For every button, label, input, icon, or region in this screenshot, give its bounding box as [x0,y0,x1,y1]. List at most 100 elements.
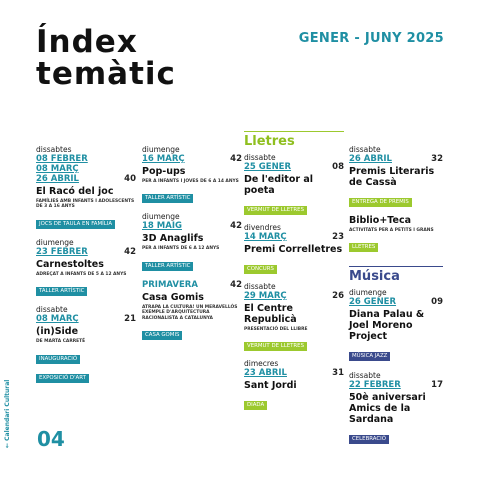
event-date: 29 MARÇ [244,291,287,301]
column-2: diumenge 16 MARÇ 42 Pop-ups PER A INFANT… [142,145,242,341]
event-subtitle: PRESENTACIÓ DEL LLIBRE [244,327,308,332]
event-tag: INAUGURACIÓ [36,354,81,364]
event-tag: DIADA [244,401,268,411]
page-ref: 42 [230,154,242,164]
event-date: 25 GENER [244,162,292,172]
event-date: 08 MARÇ [36,314,79,325]
page-ref: 40 [124,174,136,184]
page-ref: 17 [431,380,443,391]
page-title: Índex temàtic [36,26,176,90]
event-tag: MÚSICA JAZZ [349,352,391,362]
event-subtitle: ACTIVITATS PER A PETITS I GRANS [349,228,434,233]
event-day: diumenge [142,145,180,154]
event-title: 50è aniversari Amics de la Sardana [349,392,426,426]
event-day: dissabte [349,371,381,381]
event-correlletres: divendres 14 MARÇ 23 Premi Correlletres … [244,223,344,274]
event-subtitle: DE MARTA CARRETÉ [36,339,86,345]
event-title: Premi Correlletres [244,244,343,255]
event-subtitle: ADREÇAT A INFANTS DE 5 A 12 ANYS [36,271,127,277]
section-title-lletres: Lletres [244,131,344,149]
page-ref: 42 [230,279,242,290]
event-day: diumenge [349,288,387,298]
event-tag: VERMUT DE LLETRES [244,342,307,352]
event-date: 26 GENER [349,297,397,308]
event-inside: dissabte 08 MARÇ 21 (in)Side DE MARTA CA… [36,305,136,383]
event-subtitle: PER A INFANTS DE 6 A 12 ANYS [142,246,220,252]
column-3: Lletres dissabte 25 GENER 08 De l'editor… [244,131,344,411]
event-title: (in)Side [36,326,79,338]
event-date: 23 FEBRER [36,246,88,257]
page-ref: 09 [431,297,443,308]
event-biblioteca: Biblio+Teca ACTIVITATS PER A PETITS I GR… [349,215,443,253]
event-day: diumenge [142,212,180,222]
page-ref: 23 [332,232,344,242]
page-ref: 42 [230,221,242,232]
event-title: Sant Jordi [244,380,297,392]
side-label: ← Calendari Cultural [4,379,11,448]
event-day: dissabte [244,282,276,291]
page-ref: 08 [332,162,344,172]
event-date: 26 ABRIL [36,174,79,184]
season-label: PRIMAVERA [142,279,198,290]
event-diana-palau: diumenge 26 GENER 09 Diana Palau & Joel … [349,288,443,362]
event-title: El Centre Republicà [244,303,297,325]
event-tag: VERMUT DE LLETRES [244,206,307,215]
event-date: 22 FEBRER [349,380,401,391]
event-date: 23 ABRIL [244,368,287,379]
event-tag: CONCURS [244,265,277,274]
event-editor: dissabte 25 GENER 08 De l'editor al poet… [244,153,344,215]
event-title: Casa Gomis [142,291,204,303]
event-title: El Racó del joc [36,186,114,197]
event-day: dissabte [349,145,381,154]
event-sardana: dissabte 22 FEBRER 17 50è aniversari Ami… [349,371,443,445]
page-ref: 42 [124,246,136,257]
column-1: dissabtes 08 FEBRER 08 MARÇ 26 ABRIL 40 … [36,145,136,383]
event-centre-republica: dissabte 29 MARÇ 26 El Centre Republicà … [244,282,344,352]
event-day: dissabte [244,153,276,162]
event-title: Carnestoltes [36,258,104,270]
event-racodeljoc: dissabtes 08 FEBRER 08 MARÇ 26 ABRIL 40 … [36,145,136,229]
event-date: 14 MARÇ [244,232,287,242]
event-casagomis: PRIMAVERA 42 Casa Gomis ATRAPA LA CULTUR… [142,279,242,341]
event-premis-literaris: dissabte 26 ABRIL 32 Premis Literaris de… [349,145,443,207]
title-line-2: temàtic [36,56,176,92]
event-title: 3D Anaglifs [142,233,204,245]
event-tag: CELEBRACIÓ [349,435,389,445]
event-day: divendres [244,223,281,232]
event-title: Pop-ups [142,166,186,177]
event-day: dissabte [36,305,68,315]
event-tag: TALLER ARTÍSTIC [142,261,194,271]
event-title: De l'editor al poeta [244,174,314,196]
event-title: Diana Palau & Joel Moreno Project [349,309,425,343]
event-tag: CASA GOMIS [142,331,183,341]
event-title: Biblio+Teca [349,215,412,226]
event-tag: JOCS DE TAULA EN FAMÍLIA [36,219,116,229]
event-anaglifs: diumenge 18 MAIG 42 3D Anaglifs PER A IN… [142,212,242,271]
event-date: 08 FEBRER [36,154,88,164]
event-tag: ENTREGA DE PREMIS [349,198,412,207]
event-date: 08 MARÇ [36,164,79,174]
column-4: dissabte 26 ABRIL 32 Premis Literaris de… [349,145,443,445]
event-date: 16 MARÇ [142,154,185,164]
event-subtitle: ATRAPA LA CULTURA! UN MERAVELLÓS EXEMPLE… [142,304,238,321]
event-day: diumenge [36,237,74,247]
event-santjordi: dimecres 23 ABRIL 31 Sant Jordi DIADA [244,359,344,411]
page-number: 04 [37,427,65,451]
event-tag: TALLER ARTÍSTIC [142,194,194,204]
period-label: GENER - JUNY 2025 [298,31,444,46]
page-ref: 31 [332,368,344,379]
event-popups: diumenge 16 MARÇ 42 Pop-ups PER A INFANT… [142,145,242,204]
page-ref: 21 [124,314,136,325]
page-ref: 26 [332,291,344,301]
event-subtitle: FAMÍLIES AMB INFANTS I ADOLESCENTS DE 3 … [36,199,135,210]
event-tag: TALLER ARTÍSTIC [36,287,88,297]
event-subtitle: PER A INFANTS I JOVES DE 6 A 14 ANYS [142,179,239,184]
section-title-musica: Música [349,266,443,284]
page-ref: 32 [431,154,443,164]
title-line-1: Índex [36,24,138,60]
event-day: dimecres [244,359,279,369]
event-day: dissabtes [36,145,72,154]
event-tag: LLETRES [349,243,379,253]
event-date: 26 ABRIL [349,154,392,164]
event-date: 18 MAIG [142,221,182,232]
